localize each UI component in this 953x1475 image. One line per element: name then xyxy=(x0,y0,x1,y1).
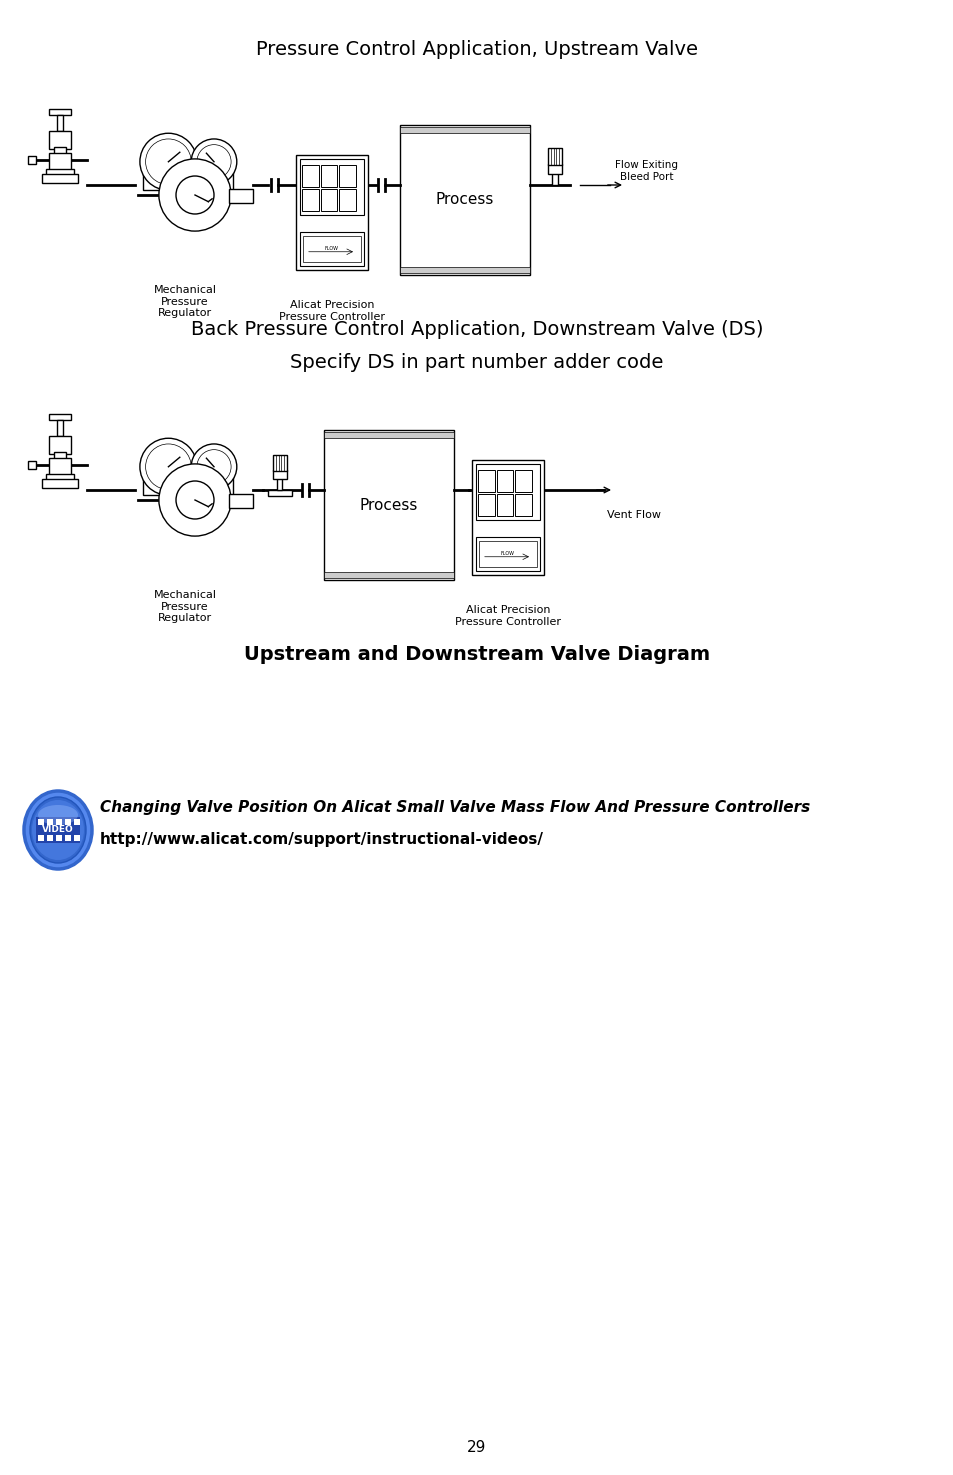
Bar xyxy=(47,835,53,841)
Bar xyxy=(50,413,71,420)
Bar xyxy=(47,819,53,825)
Text: 29: 29 xyxy=(467,1440,486,1454)
Text: FLOW: FLOW xyxy=(325,246,338,251)
Bar xyxy=(299,232,363,266)
Bar xyxy=(515,494,532,516)
Bar xyxy=(36,817,80,844)
Bar xyxy=(74,819,80,825)
Bar xyxy=(42,174,78,183)
Text: Alicat Precision
Pressure Controller: Alicat Precision Pressure Controller xyxy=(278,299,385,322)
Bar xyxy=(339,189,355,211)
Bar xyxy=(277,478,282,490)
Ellipse shape xyxy=(38,805,78,825)
Bar xyxy=(324,572,454,578)
Bar xyxy=(57,115,63,131)
Bar xyxy=(339,165,355,187)
Bar xyxy=(548,164,561,174)
Bar xyxy=(42,479,78,488)
Circle shape xyxy=(175,481,213,519)
Bar xyxy=(229,494,253,507)
Bar xyxy=(50,457,71,476)
Bar xyxy=(497,494,513,516)
Bar xyxy=(50,109,71,115)
Text: Upstream and Downstream Valve Diagram: Upstream and Downstream Valve Diagram xyxy=(244,645,709,664)
Bar xyxy=(268,490,292,496)
Bar xyxy=(53,453,66,460)
Circle shape xyxy=(196,450,231,484)
Text: Alicat Precision
Pressure Controller: Alicat Precision Pressure Controller xyxy=(455,605,560,627)
Bar xyxy=(302,189,318,211)
Bar xyxy=(478,540,537,566)
Text: Pressure Control Application, Upstream Valve: Pressure Control Application, Upstream V… xyxy=(255,40,698,59)
Circle shape xyxy=(140,133,196,190)
Bar xyxy=(515,471,532,491)
Bar xyxy=(53,148,66,155)
Bar xyxy=(399,127,530,133)
Bar xyxy=(38,819,44,825)
Bar xyxy=(477,494,494,516)
Text: Process: Process xyxy=(436,193,494,208)
Bar xyxy=(50,131,71,149)
Bar xyxy=(548,149,561,165)
Bar xyxy=(50,153,71,171)
Bar xyxy=(303,236,360,263)
Circle shape xyxy=(146,139,191,184)
Text: Mechanical
Pressure
Regulator: Mechanical Pressure Regulator xyxy=(153,285,216,319)
Ellipse shape xyxy=(32,799,84,860)
Text: http://www.alicat.com/support/instructional-videos/: http://www.alicat.com/support/instructio… xyxy=(100,832,543,847)
Circle shape xyxy=(159,465,231,535)
Bar xyxy=(477,471,494,491)
Bar xyxy=(320,165,337,187)
Bar xyxy=(38,835,44,841)
Bar xyxy=(74,835,80,841)
Bar xyxy=(295,155,368,270)
Bar xyxy=(302,165,318,187)
Bar xyxy=(29,156,35,164)
Ellipse shape xyxy=(30,796,86,863)
Text: Mechanical
Pressure
Regulator: Mechanical Pressure Regulator xyxy=(153,590,216,624)
Bar xyxy=(472,460,543,575)
Bar xyxy=(65,819,71,825)
Bar xyxy=(57,420,63,437)
Bar xyxy=(274,454,286,471)
Bar xyxy=(497,471,513,491)
Bar xyxy=(320,189,337,211)
Bar xyxy=(324,431,454,580)
Bar xyxy=(274,469,286,479)
Circle shape xyxy=(175,176,213,214)
Bar xyxy=(143,472,233,496)
Bar xyxy=(65,835,71,841)
Bar xyxy=(143,167,233,190)
Circle shape xyxy=(159,159,231,232)
Text: Process: Process xyxy=(359,497,417,512)
Bar xyxy=(56,835,62,841)
Bar xyxy=(229,189,253,202)
Bar xyxy=(552,173,557,184)
Circle shape xyxy=(191,139,236,184)
Text: Specify DS in part number adder code: Specify DS in part number adder code xyxy=(290,353,663,372)
Bar xyxy=(299,159,363,215)
Ellipse shape xyxy=(24,791,91,869)
Text: VIDEO: VIDEO xyxy=(42,826,73,835)
Text: FLOW: FLOW xyxy=(500,552,515,556)
Text: Flow Exiting
Bleed Port: Flow Exiting Bleed Port xyxy=(615,159,678,181)
Circle shape xyxy=(196,145,231,178)
Bar xyxy=(324,432,454,438)
Bar xyxy=(476,465,539,519)
Circle shape xyxy=(140,438,196,496)
Text: Back Pressure Control Application, Downstream Valve (DS): Back Pressure Control Application, Downs… xyxy=(191,320,762,339)
Circle shape xyxy=(191,444,236,490)
Text: Changing Valve Position On Alicat Small Valve Mass Flow And Pressure Controllers: Changing Valve Position On Alicat Small … xyxy=(100,799,809,816)
Bar xyxy=(56,819,62,825)
Bar xyxy=(29,462,35,469)
Text: Vent Flow: Vent Flow xyxy=(606,510,660,521)
Bar xyxy=(399,267,530,273)
Bar xyxy=(46,170,74,176)
Bar xyxy=(46,473,74,481)
Bar xyxy=(50,437,71,454)
Bar xyxy=(399,125,530,274)
Bar xyxy=(476,537,539,571)
Circle shape xyxy=(146,444,191,490)
